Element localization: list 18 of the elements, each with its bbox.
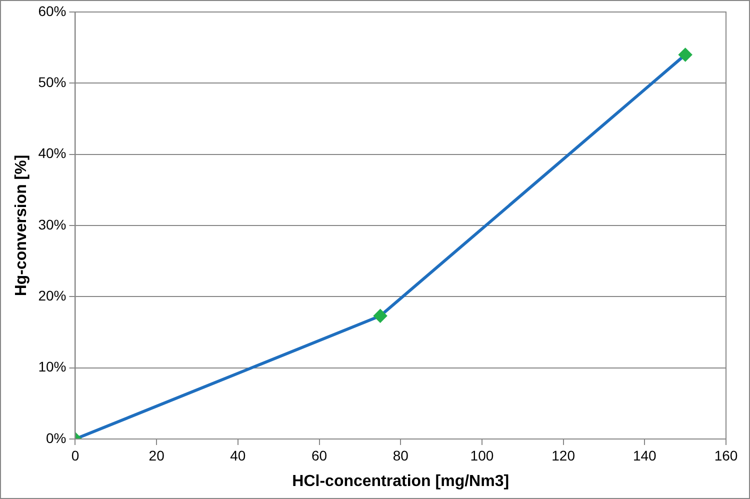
- y-tick-label: 40%: [38, 145, 66, 162]
- y-tick-label: 30%: [38, 216, 66, 232]
- x-tick-label: 0: [71, 447, 80, 464]
- x-tick-label: 20: [148, 447, 165, 464]
- x-tick-label: 40: [230, 447, 246, 464]
- y-tick-label: 10%: [38, 358, 66, 375]
- y-tick-label: 50%: [38, 74, 66, 90]
- y-tick-label: 60%: [38, 2, 66, 19]
- x-tick-label: 80: [392, 447, 409, 464]
- x-tick-label: 140: [632, 447, 657, 464]
- x-axis-title: HCl-concentration [mg/Nm3]: [292, 472, 510, 490]
- x-tick-label: 160: [714, 447, 738, 464]
- x-tick-label: 100: [470, 447, 494, 464]
- y-tick-label: 0%: [46, 430, 66, 446]
- x-tick-label: 120: [552, 447, 576, 464]
- y-axis-title: Hg-conversion [%]: [13, 154, 30, 296]
- y-tick-label: 20%: [38, 288, 66, 304]
- x-tick-label: 60: [311, 447, 328, 464]
